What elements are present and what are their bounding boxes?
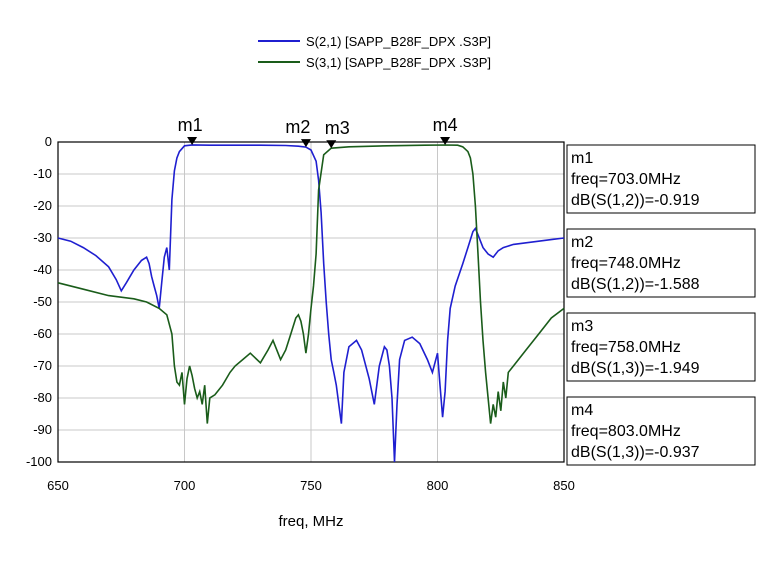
readout-m2-value: dB(S(1,2))=-1.588 xyxy=(571,276,700,293)
readout-m1-value: dB(S(1,2))=-0.919 xyxy=(571,192,700,209)
readout-m1-freq: freq=703.0MHz xyxy=(571,171,681,188)
y-tick-label: -90 xyxy=(33,422,52,437)
readout-m4-box xyxy=(566,396,756,466)
x-tick-label: 700 xyxy=(174,478,196,493)
y-tick-label: 0 xyxy=(45,134,52,149)
plot-frame xyxy=(57,141,565,463)
legend-label-s21: S(2,1) [SAPP_B28F_DPX .S3P] xyxy=(306,34,491,49)
y-tick-label: -40 xyxy=(33,262,52,277)
x-tick-label: 800 xyxy=(427,478,449,493)
readout-m2-label: m2 xyxy=(571,234,593,251)
marker-readouts: m1 freq=703.0MHz dB(S(1,2))=-0.919 m2 freq=7… xyxy=(566,144,756,466)
trace-s31 xyxy=(57,144,565,424)
y-tick-label: -20 xyxy=(33,198,52,213)
x-tick-labels: 650 700 750 800 850 xyxy=(47,478,575,493)
marker-m1-triangle[interactable] xyxy=(187,136,198,145)
legend: S(2,1) [SAPP_B28F_DPX .S3P] S(3,1) [SAPP… xyxy=(258,34,491,70)
readout-m3-freq: freq=758.0MHz xyxy=(571,339,681,356)
y-tick-label: -100 xyxy=(26,454,52,469)
y-tick-labels: 0 -10 -20 -30 -40 -50 -60 -70 -80 -90 -100 xyxy=(26,134,52,469)
marker-m3-label: m3 xyxy=(325,118,350,138)
marker-m4-label: m4 xyxy=(433,115,458,135)
readout-m1-box xyxy=(566,144,756,214)
y-tick-label: -10 xyxy=(33,166,52,181)
readout-m4-value: dB(S(1,3))=-0.937 xyxy=(571,444,700,461)
x-tick-label: 750 xyxy=(300,478,322,493)
x-axis-label: freq, MHz xyxy=(278,513,343,530)
marker-m3-triangle[interactable] xyxy=(326,140,337,149)
y-tick-label: -70 xyxy=(33,358,52,373)
readout-m4-freq: freq=803.0MHz xyxy=(571,423,681,440)
legend-label-s31: S(3,1) [SAPP_B28F_DPX .S3P] xyxy=(306,55,491,70)
y-tick-label: -60 xyxy=(33,326,52,341)
y-tick-label: -30 xyxy=(33,230,52,245)
x-tick-label: 650 xyxy=(47,478,69,493)
x-tick-label: 850 xyxy=(553,478,575,493)
y-tick-label: -80 xyxy=(33,390,52,405)
readout-m2-box xyxy=(566,228,756,298)
marker-m4-triangle[interactable] xyxy=(440,136,451,145)
marker-m2-triangle[interactable] xyxy=(300,139,311,148)
marker-m2-label: m2 xyxy=(285,117,310,137)
readout-m4-label: m4 xyxy=(571,402,593,419)
markers: m1 m2 m3 m4 xyxy=(178,115,458,149)
readout-m3-box xyxy=(566,312,756,382)
marker-m1-label: m1 xyxy=(178,115,203,135)
y-tick-label: -50 xyxy=(33,294,52,309)
readout-m1-label: m1 xyxy=(571,150,593,167)
readout-m3-label: m3 xyxy=(571,318,593,335)
trace-s21 xyxy=(57,144,565,463)
readout-m2-freq: freq=748.0MHz xyxy=(571,255,681,272)
readout-m3-value: dB(S(1,3))=-1.949 xyxy=(571,360,700,377)
